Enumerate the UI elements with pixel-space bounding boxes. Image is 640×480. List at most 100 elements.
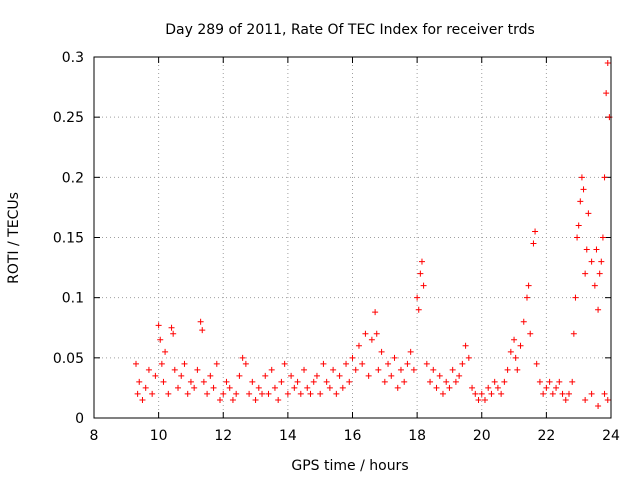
data-point: [430, 366, 437, 373]
data-point: [288, 372, 295, 379]
data-point: [178, 372, 185, 379]
data-point: [175, 384, 182, 391]
data-point: [536, 378, 543, 385]
y-tick-label: 0.1: [62, 291, 84, 307]
data-point: [427, 378, 434, 385]
data-point: [381, 378, 388, 385]
data-point: [320, 360, 327, 367]
data-point: [304, 384, 311, 391]
data-point: [346, 378, 353, 385]
data-point: [449, 366, 456, 373]
data-point: [333, 390, 340, 397]
data-point: [155, 322, 162, 329]
data-point: [601, 390, 608, 397]
data-point: [336, 372, 343, 379]
plot-frame: [93, 56, 612, 419]
data-point: [220, 390, 227, 397]
data-point: [498, 390, 505, 397]
data-point: [307, 390, 314, 397]
data-point: [478, 390, 485, 397]
data-point: [423, 360, 430, 367]
data-point: [349, 354, 356, 361]
data-point: [365, 372, 372, 379]
data-point: [160, 378, 167, 385]
data-point: [158, 360, 165, 367]
data-point: [596, 270, 603, 277]
data-point: [533, 360, 540, 367]
data-point: [574, 234, 581, 241]
y-tick-label: 0.3: [62, 50, 84, 66]
data-point: [362, 330, 369, 337]
data-point: [595, 402, 602, 409]
data-point: [388, 372, 395, 379]
data-point: [372, 309, 379, 316]
data-point: [591, 282, 598, 289]
data-point: [585, 210, 592, 217]
x-axis-label: GPS time / hours: [291, 458, 408, 474]
data-point: [572, 294, 579, 301]
data-point: [417, 270, 424, 277]
data-point: [580, 186, 587, 193]
y-tick-label: 0.2: [62, 170, 84, 186]
data-point: [559, 390, 566, 397]
data-point: [359, 360, 366, 367]
y-tick-label: 0.25: [53, 110, 84, 126]
data-point: [317, 390, 324, 397]
data-point: [507, 348, 514, 355]
data-point: [603, 90, 610, 97]
data-point: [275, 396, 282, 403]
data-point: [326, 384, 333, 391]
data-point: [181, 360, 188, 367]
data-point: [601, 174, 608, 181]
data-point: [598, 258, 605, 265]
data-point: [439, 390, 446, 397]
data-point: [171, 366, 178, 373]
data-point: [236, 372, 243, 379]
data-point: [501, 378, 508, 385]
data-point: [401, 378, 408, 385]
data-point: [540, 390, 547, 397]
x-tick-label: 10: [150, 428, 168, 444]
data-point: [436, 372, 443, 379]
data-point: [207, 372, 214, 379]
data-point: [134, 390, 141, 397]
data-point: [200, 378, 207, 385]
data-point: [604, 60, 611, 67]
data-point: [546, 378, 553, 385]
data-point: [553, 384, 560, 391]
data-point: [249, 378, 256, 385]
data-point: [352, 366, 359, 373]
data-point: [569, 378, 576, 385]
data-point: [297, 390, 304, 397]
y-axis-label: ROTI / TECUs: [6, 192, 22, 284]
data-point: [226, 384, 233, 391]
data-point: [491, 378, 498, 385]
data-point: [378, 348, 385, 355]
data-point: [242, 360, 249, 367]
data-point: [469, 384, 476, 391]
data-point: [527, 330, 534, 337]
data-point: [418, 258, 425, 265]
grid: [94, 57, 611, 418]
data-point: [229, 396, 236, 403]
data-point: [575, 222, 582, 229]
data-point: [404, 360, 411, 367]
data-point: [582, 270, 589, 277]
data-point: [452, 378, 459, 385]
data-point: [475, 396, 482, 403]
data-point: [213, 360, 220, 367]
data-point: [465, 354, 472, 361]
data-point: [577, 198, 584, 205]
data-point: [149, 390, 156, 397]
x-tick-label: 12: [214, 428, 232, 444]
data-point: [582, 396, 589, 403]
data-point: [145, 366, 152, 373]
data-point: [184, 390, 191, 397]
data-point: [511, 336, 518, 343]
data-point: [323, 378, 330, 385]
data-point: [481, 396, 488, 403]
data-point: [514, 366, 521, 373]
data-point: [488, 390, 495, 397]
data-point: [593, 246, 600, 253]
